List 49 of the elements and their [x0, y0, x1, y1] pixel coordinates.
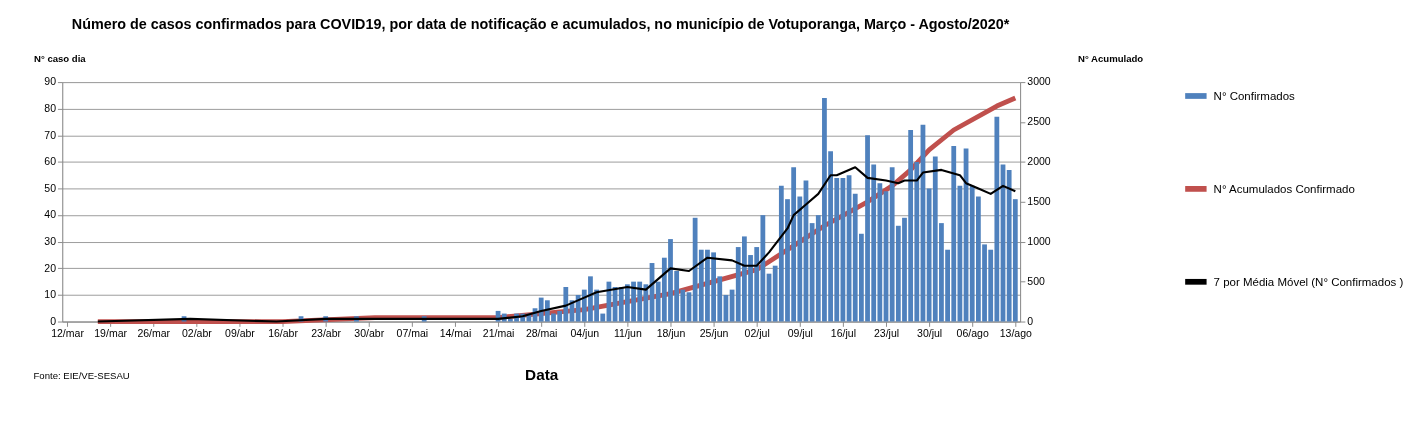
- y-tick-label: 90: [44, 75, 57, 88]
- y2-tick-label: 2000: [1027, 155, 1051, 168]
- x-tick-label: 11/jun: [613, 327, 642, 340]
- y-tick-label: 30: [44, 235, 57, 248]
- x-tick-label: 02/jul: [744, 327, 770, 340]
- y-tick-label: 0: [50, 314, 57, 327]
- legend-label: 7 por Média Móvel (N° Confirmados ): [1213, 275, 1404, 288]
- x-tick-label: 09/abr: [225, 327, 256, 340]
- y-tick-label: 10: [44, 288, 57, 301]
- line-series: [96, 166, 1017, 323]
- y-tick-label: 80: [44, 102, 57, 115]
- x-tick-label: 26/mar: [137, 327, 171, 340]
- x-tick-label: 14/mai: [439, 327, 472, 340]
- x-tick-label: 25/jun: [699, 327, 729, 340]
- x-tick-label: 12/mar: [51, 327, 85, 340]
- x-axis-title: Data: [525, 366, 559, 384]
- x-tick-label: 30/abr: [354, 327, 385, 340]
- x-tick-label: 30/jul: [917, 327, 943, 340]
- x-tick-label: 16/abr: [268, 327, 299, 340]
- x-tick-label: 07/mai: [396, 327, 429, 340]
- y2-tick-label: 3000: [1027, 75, 1051, 88]
- y-tick-label: 60: [44, 155, 57, 168]
- legend-label: N° Acumulados Confirmado: [1213, 182, 1355, 195]
- y2-axis-title: N° Acumulado: [1078, 52, 1144, 64]
- x-tick-label: 23/jul: [873, 327, 900, 340]
- y2-tick-label: 0: [1027, 314, 1034, 327]
- source-note: Fonte: EIE/VE-SESAU: [33, 370, 130, 382]
- x-tick-label: 13/ago: [999, 327, 1033, 340]
- x-tick-label: 04/jun: [570, 327, 600, 340]
- y2-tick-label: 1500: [1027, 195, 1051, 208]
- y-tick-label: 50: [44, 181, 57, 194]
- chart-title: Número de casos confirmados para COVID19, por data de notificação e acumulados, no município de Votuporanga, Março - Agosto/2020*: [71, 16, 1010, 33]
- y-tick-label: 70: [44, 128, 57, 141]
- x-tick-label: 16/jul: [830, 327, 856, 340]
- y-tick-label: 40: [44, 208, 57, 221]
- x-tick-label: 28/mai: [525, 327, 558, 340]
- x-tick-label: 23/abr: [311, 327, 342, 340]
- legend-label: N° Confirmados: [1213, 89, 1296, 102]
- x-tick-label: 02/abr: [181, 327, 213, 340]
- y2-tick-label: 2500: [1027, 115, 1051, 128]
- y2-tick-label: 1000: [1027, 235, 1051, 248]
- y-axis-title: N° caso dia: [34, 52, 87, 64]
- x-tick-label: 18/jun: [656, 327, 686, 340]
- x-tick-label: 21/mai: [482, 327, 515, 340]
- y2-tick-label: 500: [1027, 275, 1045, 287]
- x-tick-label: 09/jul: [787, 327, 813, 340]
- x-tick-label: 19/mar: [94, 327, 128, 340]
- x-tick-label: 06/ago: [956, 327, 989, 340]
- y-tick-label: 20: [44, 261, 57, 274]
